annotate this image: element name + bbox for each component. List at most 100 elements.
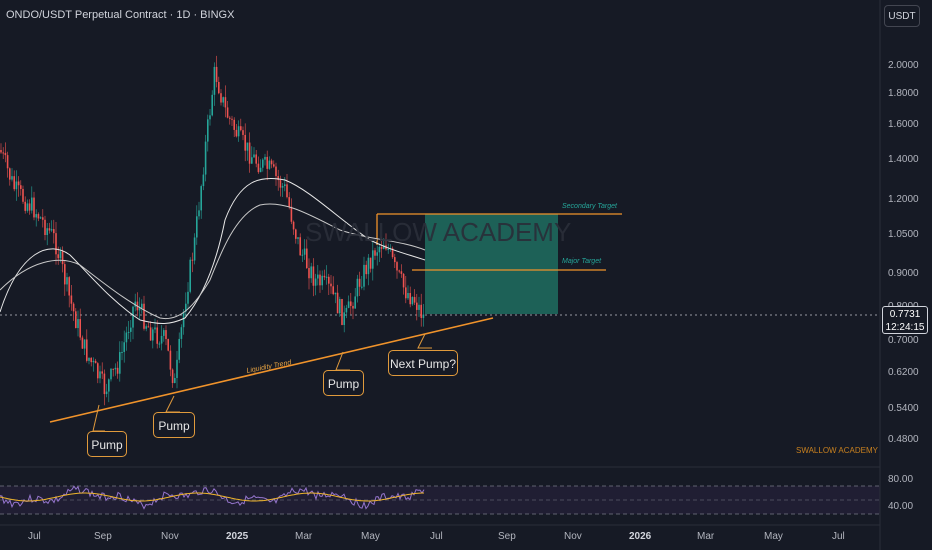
candle-body	[6, 155, 9, 169]
candle-body	[279, 180, 282, 188]
candle-body	[61, 251, 64, 265]
candle-body	[35, 214, 37, 218]
candle-body	[255, 154, 257, 164]
candle-body	[420, 304, 422, 318]
candle-body	[226, 107, 229, 118]
candle-body	[149, 327, 152, 341]
candle-body	[163, 330, 165, 336]
price-tick: 0.7000	[888, 335, 919, 346]
candle-body	[92, 360, 95, 363]
candle-body	[352, 305, 354, 309]
candle-body	[53, 229, 55, 234]
candle-body	[332, 286, 334, 295]
candle-body	[211, 94, 213, 116]
pump-callout-2[interactable]: Pump	[153, 412, 195, 438]
candle-body	[198, 210, 200, 217]
candle-body	[308, 268, 310, 279]
candle-body	[44, 219, 46, 236]
candle-body	[380, 246, 383, 249]
candle-body	[361, 286, 363, 288]
candle-body	[70, 295, 73, 304]
candle-body	[323, 275, 326, 278]
candle-body	[367, 257, 370, 275]
candle-body	[160, 335, 163, 344]
candle-body	[281, 186, 284, 188]
candle-body	[42, 217, 44, 220]
price-tick: 0.9000	[888, 268, 919, 279]
candle-body	[158, 343, 161, 345]
candle-body	[72, 303, 75, 312]
current-price-value: 0.7731	[889, 309, 921, 320]
candle-body	[277, 176, 279, 181]
candle-body	[59, 251, 62, 259]
candle-body	[347, 301, 350, 308]
price-tick: 2.0000	[888, 60, 919, 71]
candle-body	[275, 166, 277, 177]
candle-body	[123, 342, 125, 352]
candle-body	[301, 254, 304, 256]
candle-body	[266, 156, 268, 169]
candle-body	[383, 245, 385, 249]
candle-body	[101, 371, 103, 374]
candle-body	[55, 233, 57, 255]
watermark: SWALLOW ACADEMY	[305, 217, 572, 247]
candle-body	[319, 274, 321, 286]
candle-body	[90, 357, 92, 363]
candle-body	[306, 248, 308, 269]
candle-body	[229, 117, 231, 119]
candle-body	[297, 237, 299, 239]
next-pump-pointer	[417, 333, 432, 349]
candle-body	[295, 229, 297, 239]
candle-body	[363, 264, 365, 287]
rsi-tick: 40.00	[888, 501, 914, 512]
candle-body	[191, 259, 194, 261]
next-pump-callout[interactable]: Next Pump?	[388, 350, 458, 376]
candle-body	[374, 250, 376, 256]
candle-body	[365, 264, 367, 275]
candle-body	[33, 197, 35, 218]
candle-body	[405, 287, 407, 299]
candle-body	[48, 228, 51, 231]
pump-callout-3[interactable]: Pump	[323, 370, 364, 396]
price-tick: 0.5400	[888, 403, 919, 414]
candle-body	[209, 115, 211, 120]
time-tick: 2026	[629, 531, 652, 542]
candle-body	[145, 326, 147, 329]
candle-body	[103, 373, 106, 395]
chart-title: ONDO/USDT Perpetual Contract · 1D · BING…	[6, 9, 235, 21]
candle-body	[240, 126, 242, 131]
time-tick: May	[764, 531, 783, 542]
candle-body	[407, 293, 409, 299]
candle-body	[204, 141, 207, 175]
candle-body	[75, 311, 77, 329]
candle-body	[343, 312, 345, 325]
pump-pointer-2	[165, 395, 180, 413]
candle-body	[39, 217, 42, 219]
candle-body	[108, 379, 110, 392]
pump-callout-1[interactable]: Pump	[87, 431, 127, 457]
candle-body	[376, 252, 378, 256]
candle-body	[31, 197, 33, 211]
candle-body	[114, 367, 117, 370]
candle-body	[398, 270, 400, 272]
candle-body	[178, 338, 180, 360]
candle-body	[215, 66, 218, 82]
candle-body	[37, 214, 40, 219]
candle-body	[94, 360, 97, 364]
major-target-label: Major Target	[562, 258, 602, 265]
candle-body	[418, 304, 420, 310]
candle-body	[213, 66, 216, 95]
time-tick: Sep	[498, 531, 516, 542]
candle-body	[264, 156, 266, 160]
candle-body	[310, 266, 312, 279]
time-tick: Jul	[28, 531, 41, 542]
rsi-tick: 80.00	[888, 474, 914, 485]
price-tick: 1.8000	[888, 88, 919, 99]
currency-button[interactable]: USDT	[884, 5, 920, 27]
candle-body	[141, 303, 143, 308]
candle-body	[0, 150, 2, 153]
candle-body	[130, 327, 132, 332]
time-tick: Nov	[161, 531, 179, 542]
